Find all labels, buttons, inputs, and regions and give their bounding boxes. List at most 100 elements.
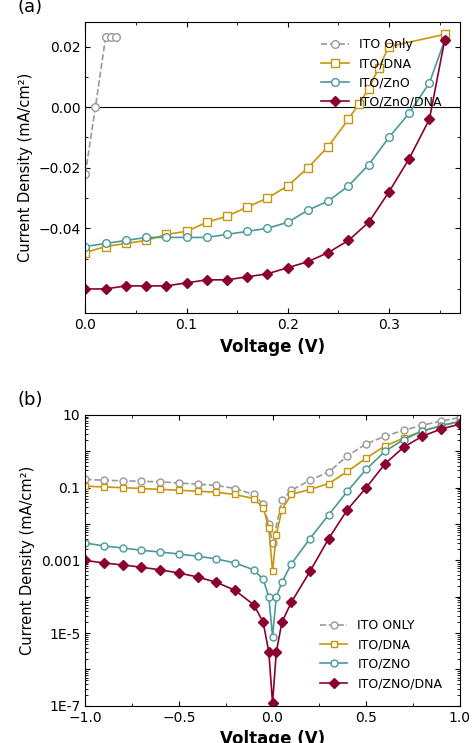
ITO ONLY [251, 490, 256, 499]
Y-axis label: Current Density (mA/cm²): Current Density (mA/cm²) [18, 73, 33, 262]
ITO/ZnO [164, 233, 169, 242]
ITO/ZnO/DNA [325, 248, 331, 257]
ITO/DNA [346, 114, 351, 123]
ITO/DNA [382, 441, 388, 450]
ITO/ZnO [264, 224, 270, 233]
ITO/DNA [224, 212, 230, 221]
ITO/ZNO [457, 417, 463, 426]
ITO/ZNO [326, 510, 331, 519]
ITO/ZNO/DNA [279, 617, 285, 626]
ITO/ZNO/DNA [195, 573, 201, 582]
ITO/DNA [245, 203, 250, 212]
ITO/ZnO/DNA [184, 279, 190, 288]
X-axis label: Voltage (V): Voltage (V) [220, 337, 325, 356]
ITO/ZnO [123, 236, 128, 245]
Line: ITO Only: ITO Only [82, 33, 119, 178]
ITO/DNA [143, 236, 149, 245]
ITO/ZNO/DNA [101, 559, 107, 568]
ITO/ZnO/DNA [366, 218, 372, 227]
ITO/ZNO/DNA [270, 698, 275, 707]
ITO/ZnO/DNA [386, 187, 392, 196]
X-axis label: Voltage (V): Voltage (V) [220, 730, 325, 743]
ITO/ZNO/DNA [419, 432, 425, 441]
ITO/DNA [195, 487, 201, 496]
ITO/DNA [366, 85, 372, 94]
ITO/DNA [204, 218, 210, 227]
ITO/ZnO/DNA [224, 276, 230, 285]
ITO/ZnO/DNA [123, 282, 128, 291]
ITO/ZNO [195, 552, 201, 561]
ITO/DNA [157, 485, 163, 494]
ITO/DNA [363, 454, 369, 463]
ITO ONLY [232, 484, 238, 493]
ITO/DNA [82, 248, 88, 257]
Line: ITO/ZnO/DNA: ITO/ZnO/DNA [82, 36, 448, 293]
ITO/ZNO [438, 421, 444, 430]
ITO/ZnO/DNA [264, 269, 270, 278]
ITO/DNA [176, 486, 182, 495]
ITO Only [108, 33, 113, 42]
ITO/DNA [386, 42, 392, 51]
ITO/DNA [260, 503, 266, 512]
ITO/DNA [305, 163, 311, 172]
ITO/DNA [251, 494, 256, 503]
ITO/ZNO/DNA [138, 562, 144, 571]
ITO/ZNO [345, 487, 350, 496]
ITO/ZNO/DNA [266, 648, 272, 657]
ITO/DNA [164, 230, 169, 239]
ITO ONLY [419, 421, 425, 429]
Y-axis label: Current Density (mA/cm²): Current Density (mA/cm²) [20, 466, 36, 655]
ITO/DNA [376, 63, 382, 72]
ITO/DNA [103, 242, 109, 251]
ITO/ZNO [138, 546, 144, 555]
ITO ONLY [288, 486, 294, 495]
Line: ITO/ZNO: ITO/ZNO [82, 418, 463, 640]
ITO ONLY [270, 539, 275, 548]
ITO ONLY [457, 413, 463, 422]
ITO/ZnO [204, 233, 210, 242]
ITO/ZnO [427, 79, 432, 88]
ITO/ZNO [213, 554, 219, 563]
ITO/DNA [279, 505, 285, 514]
ITO/ZnO [103, 239, 109, 248]
ITO/ZNO/DNA [232, 586, 238, 595]
ITO/ZNO/DNA [363, 483, 369, 492]
ITO/ZNO/DNA [307, 567, 313, 576]
ITO/ZnO/DNA [164, 282, 169, 291]
ITO/ZnO [442, 36, 447, 45]
ITO/ZnO/DNA [305, 257, 311, 266]
ITO ONLY [260, 500, 266, 509]
ITO/ZnO/DNA [204, 276, 210, 285]
ITO/ZnO/DNA [346, 236, 351, 245]
ITO/DNA [326, 479, 331, 488]
ITO/DNA [438, 421, 444, 430]
ITO/ZNO [419, 426, 425, 435]
ITO/ZNO [176, 550, 182, 559]
ITO Only [92, 103, 98, 111]
ITO ONLY [120, 476, 126, 485]
ITO ONLY [213, 481, 219, 490]
ITO/DNA [264, 194, 270, 203]
ITO/ZNO [288, 559, 294, 568]
ITO/ZNO/DNA [288, 598, 294, 607]
ITO/DNA [457, 417, 463, 426]
ITO ONLY [266, 519, 272, 528]
ITO/ZNO/DNA [401, 443, 406, 452]
ITO ONLY [279, 496, 285, 504]
ITO/ZnO/DNA [406, 155, 412, 163]
ITO/ZnO/DNA [82, 285, 88, 293]
ITO/ZnO [143, 233, 149, 242]
ITO/ZnO/DNA [245, 273, 250, 282]
ITO/DNA [419, 426, 425, 435]
ITO Only [113, 33, 118, 42]
ITO/DNA [82, 481, 88, 490]
ITO/ZNO [266, 592, 272, 601]
ITO ONLY [307, 476, 313, 484]
ITO/ZNO [401, 435, 406, 444]
ITO/ZNO [363, 465, 369, 474]
ITO/ZNO/DNA [457, 420, 463, 429]
ITO ONLY [345, 452, 350, 461]
ITO/ZnO [184, 233, 190, 242]
ITO/ZNO [273, 592, 279, 601]
ITO ONLY [157, 477, 163, 486]
